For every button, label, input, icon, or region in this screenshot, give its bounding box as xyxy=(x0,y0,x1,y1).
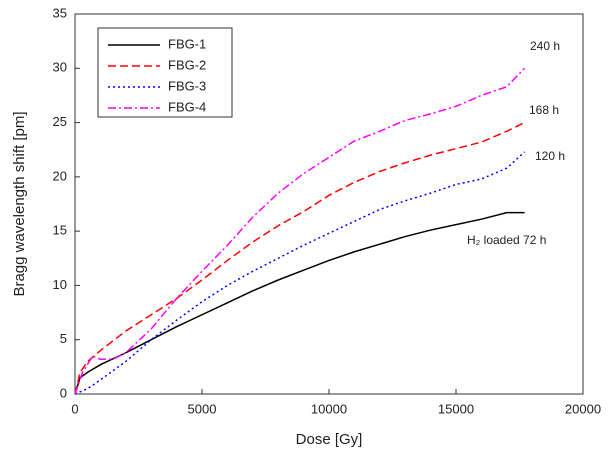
legend-label: FBG-2 xyxy=(168,57,206,72)
y-tick-label: 30 xyxy=(53,60,67,75)
y-tick-label: 5 xyxy=(60,331,67,346)
series-line xyxy=(74,151,526,395)
annotation: H₂ loaded 72 h xyxy=(467,233,546,247)
legend-label: FBG-3 xyxy=(168,78,206,93)
y-axis-label: Bragg wavelength shift [pm] xyxy=(11,111,28,296)
x-tick-label: 5000 xyxy=(188,401,217,416)
y-tick-label: 35 xyxy=(53,5,67,20)
annotation: 240 h xyxy=(530,39,560,53)
x-tick-label: 15000 xyxy=(438,401,474,416)
x-tick-label: 20000 xyxy=(565,401,601,416)
y-tick-label: 20 xyxy=(53,168,67,183)
x-tick-label: 0 xyxy=(71,401,78,416)
legend-box xyxy=(97,27,233,118)
legend-label: FBG-4 xyxy=(168,99,206,114)
series-line xyxy=(74,211,525,395)
legend-label: FBG-1 xyxy=(168,36,206,51)
series-line xyxy=(74,67,526,395)
y-tick-label: 10 xyxy=(53,277,67,292)
y-tick-label: 25 xyxy=(53,114,67,129)
x-tick-label: 10000 xyxy=(311,401,347,416)
x-axis-label: Dose [Gy] xyxy=(296,431,363,448)
y-tick-label: 15 xyxy=(53,223,67,238)
y-tick-label: 0 xyxy=(60,385,67,400)
series-line xyxy=(74,121,525,395)
annotation: 120 h xyxy=(535,149,565,163)
annotation: 168 h xyxy=(529,103,559,117)
